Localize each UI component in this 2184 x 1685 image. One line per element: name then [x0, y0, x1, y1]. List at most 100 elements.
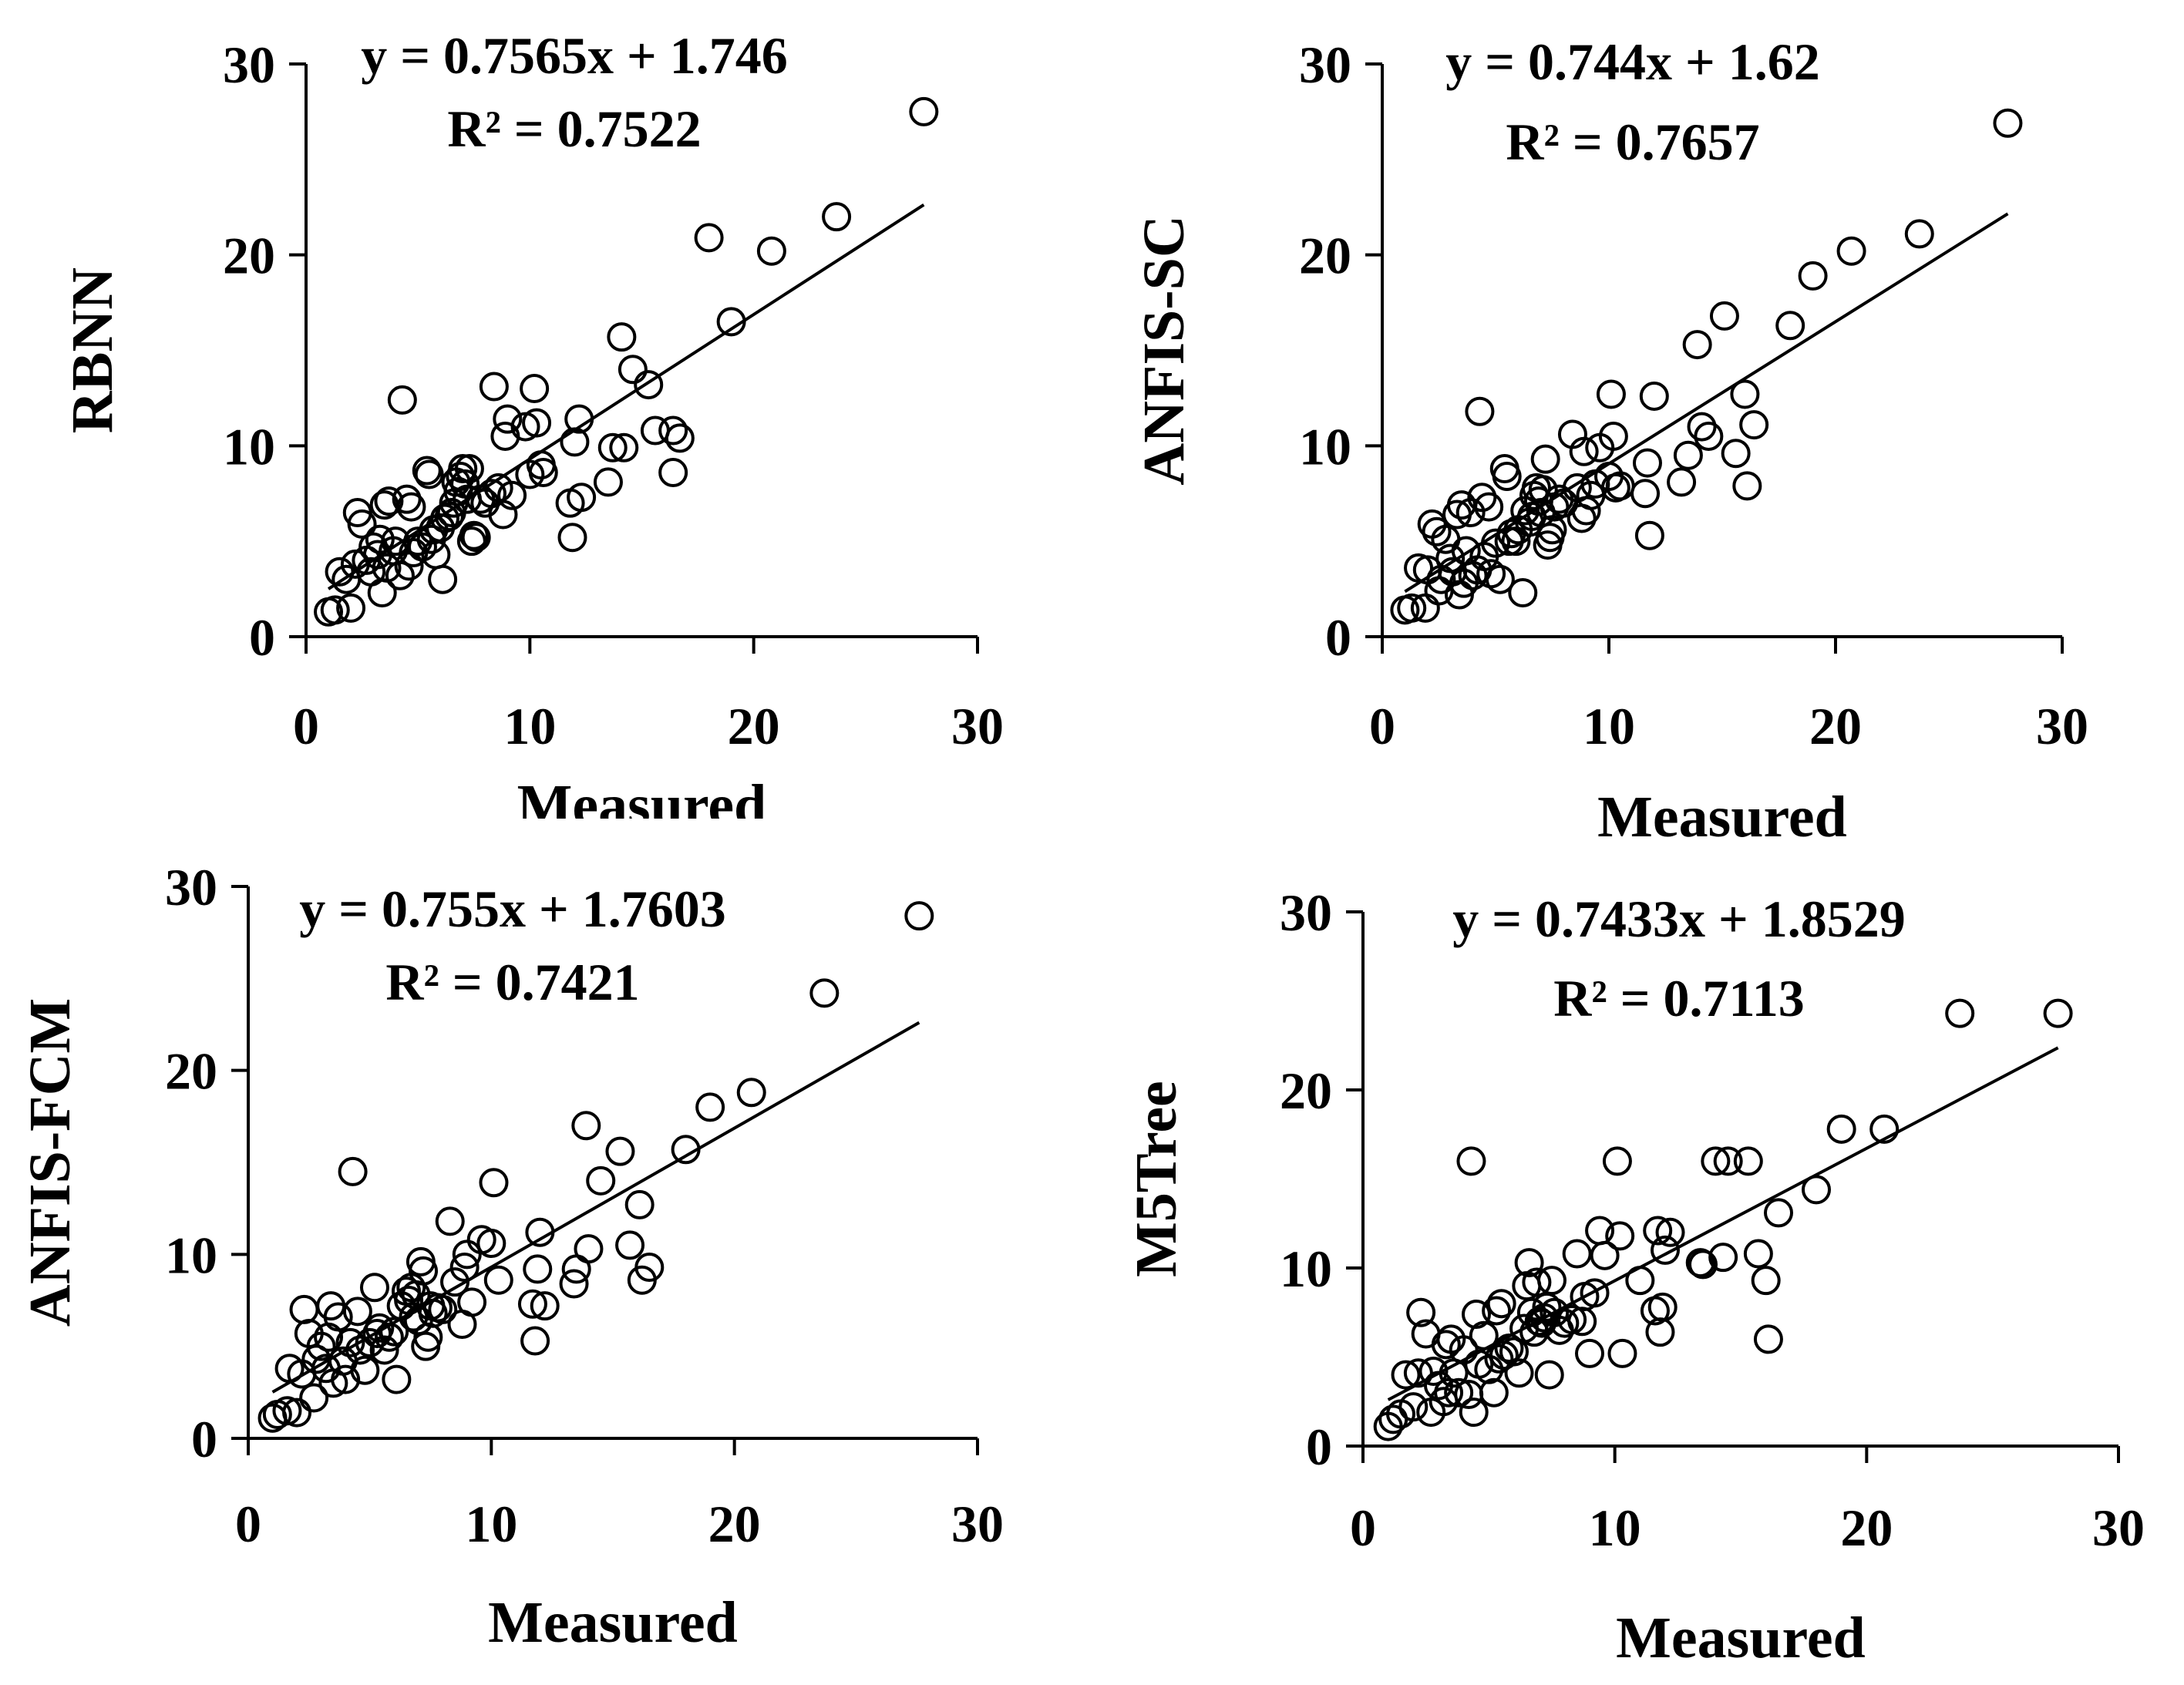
- r-squared: R² = 0.7522: [447, 99, 701, 158]
- data-point: [412, 456, 442, 486]
- scatter-panel-1: 0 10 20 30 0 10 20 30 y = 0.7565x + 1.746 R² = 0.…: [60, 26, 1004, 819]
- y-tick-label: 30: [1299, 35, 1351, 94]
- data-point: [658, 415, 688, 446]
- data-point: [387, 385, 417, 415]
- data-point: [1602, 1146, 1632, 1176]
- data-point: [282, 1397, 312, 1428]
- r-squared: R² = 0.7113: [1553, 969, 1805, 1027]
- trendline: [327, 203, 925, 590]
- data-point: [607, 322, 637, 352]
- data-point: [1391, 1360, 1421, 1390]
- data-point: [347, 509, 377, 539]
- y-tick-label: 0: [191, 1410, 217, 1468]
- data-point: [1634, 520, 1664, 550]
- y-tick-label: 20: [1280, 1061, 1332, 1120]
- data-point: [394, 551, 424, 581]
- data-point: [1764, 1198, 1793, 1228]
- data-point: [1482, 1296, 1512, 1326]
- data-point: [1775, 311, 1805, 341]
- data-point: [1598, 421, 1628, 451]
- data-point: [1462, 1300, 1491, 1330]
- x-tick-label: 30: [951, 1495, 1004, 1553]
- x-tick-label: 30: [951, 697, 1004, 755]
- data-point: [517, 1289, 547, 1319]
- data-point: [1651, 1235, 1680, 1265]
- data-point: [1459, 1397, 1489, 1428]
- x-tick-label: 30: [2092, 1498, 2145, 1557]
- data-point: [289, 1294, 319, 1324]
- data-point: [1537, 515, 1567, 545]
- data-point: [365, 1313, 395, 1343]
- data-point: [1639, 381, 1669, 411]
- data-point: [483, 1265, 513, 1295]
- scatter-panel-3: 0 10 20 30 0 10 20 30 y = 0.755x + 1.7603 R² = 0.…: [18, 858, 1004, 1655]
- data-point: [497, 480, 527, 510]
- data-point: [320, 595, 350, 625]
- data-point: [597, 432, 628, 462]
- y-tick-label: 0: [1325, 608, 1351, 667]
- data-point: [1522, 1267, 1552, 1297]
- x-tick-label: 20: [708, 1495, 761, 1553]
- data-point: [615, 1230, 645, 1260]
- data-point: [335, 1327, 365, 1357]
- data-point: [1713, 1146, 1743, 1176]
- y-tick-label: 0: [249, 608, 275, 667]
- data-point: [557, 523, 587, 553]
- data-point: [1562, 1239, 1592, 1269]
- data-point: [809, 978, 840, 1008]
- x-tick-label: 20: [728, 697, 780, 755]
- data-point: [1484, 1344, 1514, 1374]
- data-point: [450, 469, 480, 499]
- data-point: [1682, 330, 1712, 360]
- data-point: [1431, 1330, 1461, 1360]
- data-point: [1467, 483, 1497, 513]
- data-point: [530, 1291, 560, 1321]
- data-point: [338, 1156, 368, 1186]
- data-point: [1492, 461, 1522, 491]
- x-axis-title: Measured: [1616, 1606, 1866, 1670]
- data-point: [1869, 1114, 1900, 1144]
- data-point: [359, 1273, 389, 1303]
- data-point: [479, 1168, 509, 1198]
- data-point: [1751, 1266, 1781, 1296]
- data-point: [571, 1111, 601, 1141]
- data-point: [1508, 578, 1538, 608]
- data-point: [593, 467, 623, 497]
- data-point: [1673, 440, 1703, 470]
- data-point: [488, 499, 518, 530]
- data-point: [1632, 448, 1662, 478]
- data-point: [528, 458, 558, 488]
- data-point: [1709, 301, 1739, 331]
- y-axis-title: ANFIS-SC: [1132, 215, 1196, 486]
- x-axis-title: Measured: [1597, 785, 1847, 849]
- y-tick-label: 10: [1299, 417, 1351, 476]
- data-point: [1537, 1266, 1566, 1296]
- data-point: [574, 1234, 604, 1264]
- x-tick-label: 10: [503, 697, 556, 755]
- data-point: [1607, 1338, 1637, 1368]
- data-point: [342, 1297, 372, 1327]
- data-point: [1630, 479, 1661, 509]
- data-point: [523, 1254, 553, 1284]
- data-point: [1557, 1304, 1587, 1334]
- data-point: [449, 1253, 480, 1283]
- data-point: [1826, 1114, 1856, 1144]
- y-tick-label: 20: [223, 227, 275, 285]
- data-point: [1418, 1356, 1449, 1386]
- data-point: [1596, 379, 1626, 409]
- data-point: [396, 492, 426, 522]
- data-point: [605, 1136, 635, 1166]
- data-point: [567, 483, 597, 513]
- y-axis-title: M5Tree: [1124, 1081, 1189, 1277]
- y-tick-label: 10: [165, 1226, 217, 1284]
- data-point: [1444, 1377, 1474, 1408]
- data-point: [1514, 1248, 1544, 1278]
- data-point: [369, 1335, 399, 1365]
- data-point: [493, 404, 523, 434]
- data-point: [392, 484, 422, 514]
- x-tick-label: 30: [2036, 697, 2088, 755]
- data-point: [822, 202, 852, 232]
- trendline: [1404, 212, 2009, 594]
- data-point: [409, 1256, 439, 1286]
- y-tick-label: 30: [223, 35, 275, 94]
